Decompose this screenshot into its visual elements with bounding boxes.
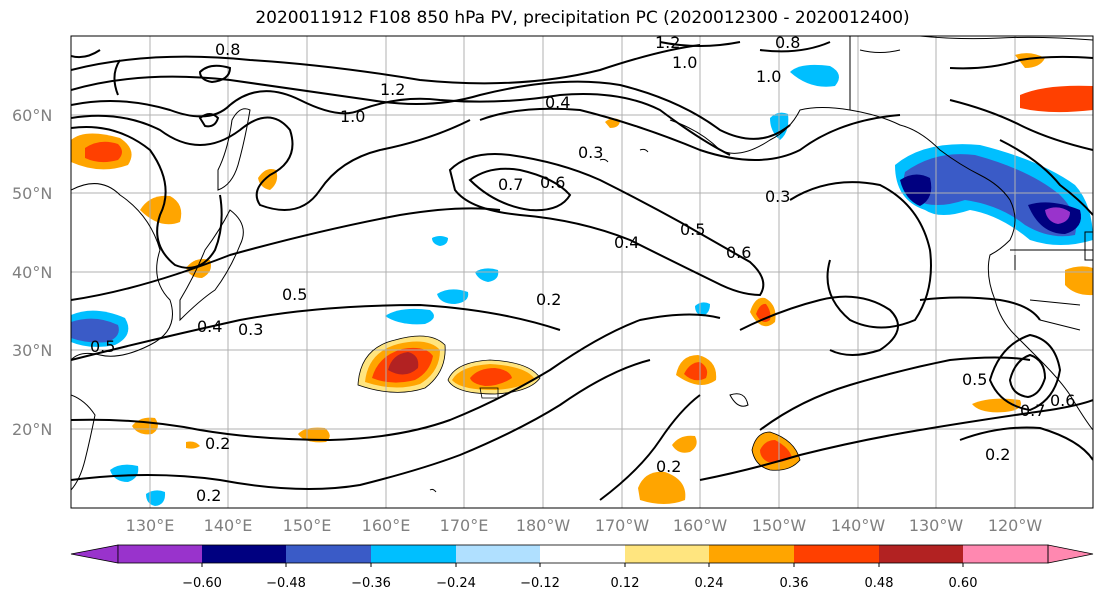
colorbar-tick-label: −0.24: [436, 576, 476, 591]
lon-label: 150°W: [752, 516, 807, 535]
lon-label: 160°W: [673, 516, 728, 535]
contour-label: 0.4: [197, 317, 222, 336]
latitude-labels: 60°N 50°N 40°N 30°N 20°N: [12, 106, 52, 439]
lat-label-20n: 20°N: [12, 420, 52, 439]
colorbar-tick-labels: −0.60 −0.48 −0.36 −0.24 −0.12 0.12 0.24 …: [182, 576, 977, 591]
contour-label: 0.2: [536, 290, 561, 309]
colorbar-tick-label: −0.60: [182, 576, 222, 591]
contour-label: 0.2: [656, 457, 681, 476]
colorbar-tick-label: 0.24: [695, 576, 724, 591]
contour-label: 0.7: [1020, 401, 1045, 420]
colorbar-segment: [540, 545, 625, 563]
colorbar-tick-label: −0.36: [351, 576, 391, 591]
lon-label: 170°E: [440, 516, 489, 535]
contour-label: 0.3: [238, 320, 263, 339]
colorbar-tick-label: −0.48: [266, 576, 306, 591]
lon-label: 170°W: [595, 516, 650, 535]
contour-label: 1.2: [380, 80, 405, 99]
figure-title: 2020011912 F108 850 hPa PV, precipitatio…: [255, 8, 910, 28]
contour-label: 1.0: [756, 67, 781, 86]
colorbar-tick-label: −0.12: [520, 576, 560, 591]
colorbar-segment: [456, 545, 540, 563]
contour-label: 1.2: [655, 33, 680, 52]
pv-contours: [71, 41, 1093, 501]
lon-label: 140°W: [831, 516, 886, 535]
contour-label: 0.5: [680, 220, 705, 239]
lon-label: 130°W: [909, 516, 964, 535]
contour-label: 0.4: [545, 93, 570, 112]
coastlines: [71, 36, 1093, 493]
colorbar-segment: [963, 545, 1048, 563]
contour-label: 0.2: [205, 434, 230, 453]
colorbar-extend-high: [1047, 544, 1094, 564]
lon-label: 120°W: [988, 516, 1043, 535]
contour-labels: 0.8 1.2 1.0 0.8 1.2 1.0 1.0 0.4 0.3 0.7 …: [90, 33, 1075, 505]
colorbar-segment: [625, 545, 709, 563]
contour-label: 0.5: [282, 285, 307, 304]
colorbar-tick-label: 0.60: [949, 576, 978, 591]
contour-label: 0.7: [498, 175, 523, 194]
lon-label: 180°W: [516, 516, 571, 535]
lon-label: 130°E: [126, 516, 175, 535]
contour-label: 0.6: [1050, 391, 1075, 410]
colorbar-tick-label: 0.12: [611, 576, 640, 591]
colorbar-tick-label: 0.48: [865, 576, 894, 591]
contour-label: 1.0: [672, 53, 697, 72]
colorbar-segment: [202, 545, 286, 563]
lon-label: 140°E: [204, 516, 253, 535]
lon-label: 160°E: [362, 516, 411, 535]
colorbar-tick-label: 0.36: [780, 576, 809, 591]
colorbar-extend-low: [70, 544, 119, 564]
contour-label: 0.5: [962, 370, 987, 389]
precip-outline: [357, 335, 801, 471]
lon-label: 150°E: [283, 516, 332, 535]
contour-label: 0.3: [765, 187, 790, 206]
colorbar-border: [117, 544, 1049, 564]
contour-label: 0.4: [614, 233, 639, 252]
lat-label-30n: 30°N: [12, 341, 52, 360]
colorbar-segment: [371, 545, 456, 563]
contour-label: 0.6: [726, 243, 751, 262]
colorbar-segment: [118, 545, 202, 563]
colorbar-segment: [286, 545, 371, 563]
contour-label: 0.2: [985, 445, 1010, 464]
contour-label: 0.2: [196, 486, 221, 505]
contour-label: 0.3: [578, 143, 603, 162]
colorbar-segment: [709, 545, 794, 563]
lat-label-40n: 40°N: [12, 263, 52, 282]
longitude-labels: 130°E 140°E 150°E 160°E 170°E 180°W 170°…: [126, 516, 1043, 535]
contour-label: 0.8: [215, 40, 240, 59]
lat-label-50n: 50°N: [12, 184, 52, 203]
contour-label: 0.5: [90, 337, 115, 356]
lat-label-60n: 60°N: [12, 106, 52, 125]
colorbar-segment: [794, 545, 879, 563]
map-frame: [70, 35, 1094, 509]
colorbar: [70, 544, 1094, 567]
contour-label: 1.0: [340, 107, 365, 126]
contour-label: 0.8: [775, 33, 800, 52]
colorbar-segment: [879, 545, 963, 563]
contour-label: 0.6: [540, 173, 565, 192]
